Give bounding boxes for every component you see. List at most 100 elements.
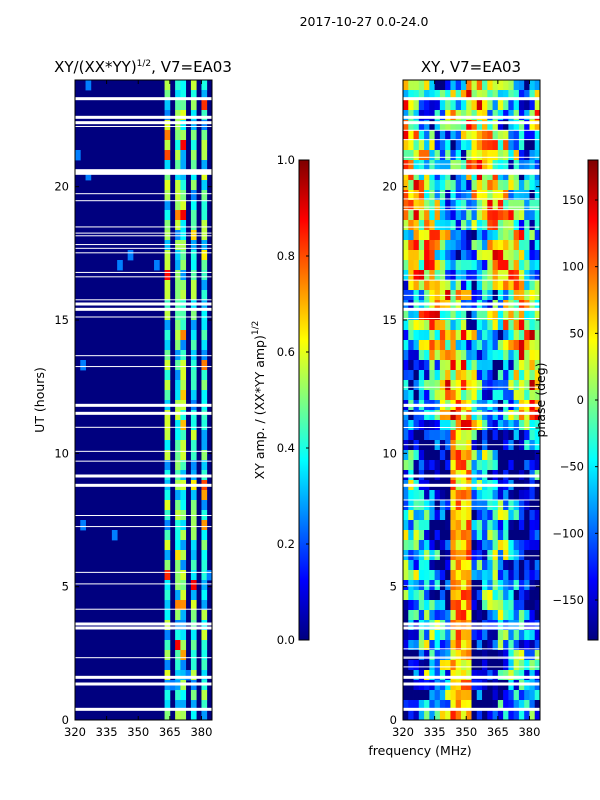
heatmap-cell	[439, 530, 446, 541]
heatmap-cell	[471, 80, 478, 91]
heatmap-cell	[180, 640, 187, 651]
heatmap-cell	[524, 390, 530, 401]
heatmap-cell	[429, 90, 436, 101]
heatmap-cell	[518, 460, 525, 471]
heatmap-cell	[471, 450, 478, 461]
heatmap-cell	[534, 410, 540, 421]
heatmap-cell	[492, 540, 499, 551]
heatmap-cell	[492, 170, 499, 181]
heatmap-cell	[534, 210, 540, 221]
heatmap-cell	[518, 530, 525, 541]
heatmap-cell	[413, 170, 420, 181]
heatmap-cell	[497, 350, 504, 361]
heatmap-cell	[429, 460, 436, 471]
time-gap-line	[403, 626, 540, 630]
heatmap-cell	[471, 520, 478, 531]
heatmap-cell	[445, 570, 451, 581]
heatmap-cell	[164, 460, 171, 471]
heatmap-cell	[180, 130, 187, 141]
heatmap-cell	[518, 130, 525, 141]
heatmap-cell	[180, 560, 187, 571]
heatmap-cell	[524, 490, 530, 501]
heatmap-cell	[497, 540, 504, 551]
heatmap-cell	[190, 180, 197, 191]
heatmap-cell	[429, 170, 436, 181]
heatmap-cell	[403, 430, 409, 441]
heatmap-cell	[466, 450, 472, 461]
heatmap-cell	[524, 360, 530, 371]
heatmap-cell	[518, 700, 525, 711]
heatmap-cell	[497, 580, 504, 591]
heatmap-cell	[524, 570, 530, 581]
heatmap-cell	[497, 120, 504, 131]
x-tick-label: 320	[392, 725, 414, 739]
heatmap-cell	[403, 110, 409, 121]
heatmap-cell	[413, 260, 420, 271]
heatmap-cell	[487, 630, 493, 641]
heatmap-cell	[439, 510, 446, 521]
heatmap-cell	[460, 550, 467, 561]
heatmap-cell	[455, 90, 462, 101]
heatmap-cell	[487, 700, 493, 711]
heatmap-cell	[434, 540, 441, 551]
heatmap-cell	[455, 180, 462, 191]
heatmap-cell	[466, 690, 472, 701]
heatmap-cell	[508, 280, 515, 291]
heatmap-cell	[534, 430, 540, 441]
heatmap-cell	[518, 120, 525, 131]
heatmap-cell	[455, 310, 462, 321]
heatmap-cell	[529, 700, 536, 711]
x-tick-label: 350	[127, 725, 149, 739]
heatmap-cell	[190, 80, 197, 91]
heatmap-cell	[529, 340, 536, 351]
heatmap-cell	[175, 660, 181, 671]
time-gap-line	[403, 226, 540, 228]
heatmap-cell	[439, 180, 446, 191]
heatmap-cell	[413, 390, 420, 401]
heatmap-cell	[439, 710, 446, 720]
heatmap-cell	[413, 280, 420, 291]
heatmap-cell	[413, 490, 420, 501]
heatmap-cell	[471, 460, 478, 471]
heatmap-cell	[445, 280, 451, 291]
heatmap-cell	[175, 340, 181, 351]
heatmap-cell	[529, 380, 536, 391]
heatmap-cell	[164, 200, 171, 211]
heatmap-cell	[434, 80, 441, 91]
heatmap-cell	[180, 410, 187, 421]
heatmap-cell	[476, 450, 483, 461]
heatmap-cell	[190, 600, 197, 611]
heatmap-cell	[201, 210, 208, 221]
heatmap-cell	[455, 320, 462, 331]
heatmap-cell	[403, 390, 409, 401]
heatmap-cell	[460, 210, 467, 221]
heatmap-cell	[508, 540, 515, 551]
heatmap-cell	[503, 320, 509, 331]
heatmap-cell	[471, 570, 478, 581]
heatmap-cell	[482, 190, 488, 201]
time-gap-line	[403, 555, 540, 557]
y-tick-label: 20	[382, 180, 397, 194]
heatmap-cell	[518, 350, 525, 361]
heatmap-cell	[460, 110, 467, 121]
x-tick-label: 365	[159, 725, 181, 739]
heatmap-cell	[513, 600, 520, 611]
heatmap-cell	[513, 590, 520, 601]
heatmap-cell	[445, 460, 451, 471]
heatmap-cell	[408, 220, 414, 231]
heatmap-cell	[466, 80, 472, 91]
heatmap-cell	[201, 630, 208, 641]
heatmap-cell	[518, 90, 525, 101]
heatmap-cell	[418, 350, 425, 361]
heatmap-cell	[190, 140, 197, 151]
heatmap-cell	[439, 250, 446, 261]
heatmap-cell	[482, 390, 488, 401]
heatmap-cell	[471, 560, 478, 571]
heatmap-cell	[534, 570, 540, 581]
heatmap-cell	[445, 240, 451, 251]
heatmap-cell	[175, 80, 181, 91]
heatmap-cell	[434, 120, 441, 131]
heatmap-cell	[175, 150, 181, 161]
heatmap-cell	[445, 350, 451, 361]
heatmap-cell	[518, 390, 525, 401]
